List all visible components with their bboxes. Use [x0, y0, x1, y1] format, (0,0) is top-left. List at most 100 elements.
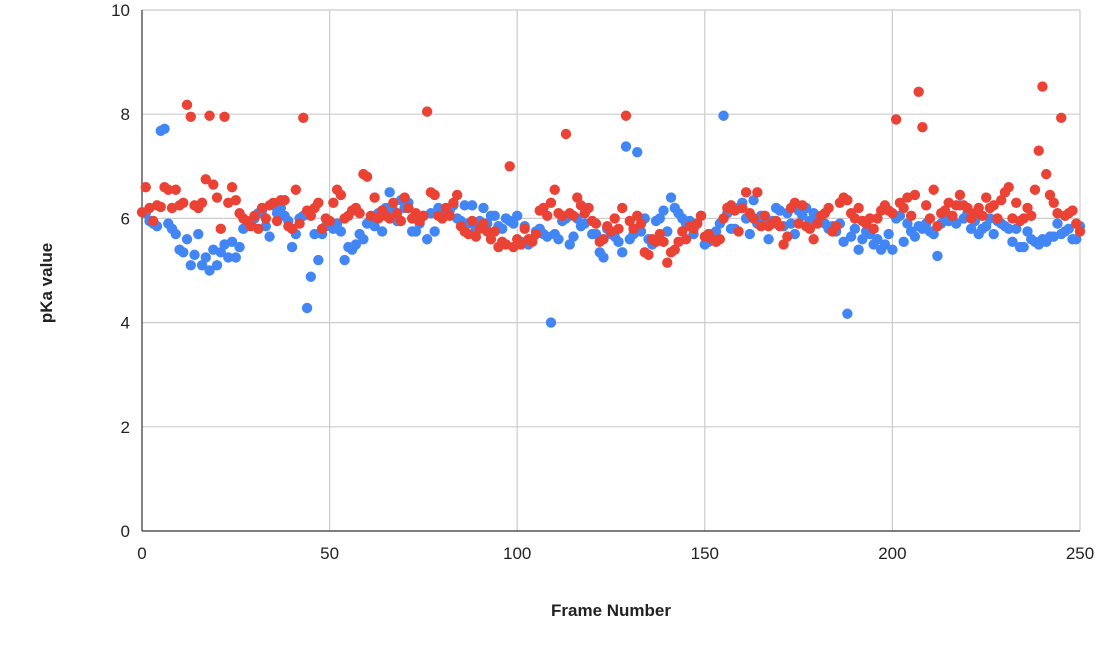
data-point [981, 221, 992, 232]
data-point [624, 215, 635, 227]
data-point [996, 194, 1007, 206]
data-point [350, 239, 362, 250]
data-point [508, 218, 519, 229]
data-point [740, 187, 752, 198]
data-point [549, 184, 560, 195]
data-point [305, 271, 317, 282]
data-point [290, 184, 302, 195]
data-point [568, 231, 579, 242]
data-point [677, 226, 688, 237]
data-point [947, 210, 958, 221]
data-point [466, 200, 478, 211]
data-point [339, 254, 350, 266]
data-point [733, 226, 744, 237]
data-point [898, 236, 909, 248]
data-point [695, 210, 707, 221]
data-point [718, 110, 729, 121]
data-point [872, 213, 883, 224]
data-point [185, 260, 196, 271]
data-point [189, 249, 200, 261]
data-point [181, 99, 193, 111]
x-tick-label: 150 [691, 544, 719, 563]
data-point [294, 218, 305, 229]
data-point [890, 114, 902, 125]
data-point [211, 260, 223, 271]
data-point [632, 210, 643, 221]
data-point [977, 210, 988, 221]
data-point [305, 210, 317, 221]
data-point [913, 86, 924, 98]
data-point [928, 184, 939, 195]
data-point [1026, 210, 1037, 221]
data-point [658, 205, 669, 216]
data-point [178, 197, 189, 208]
y-tick-label: 2 [121, 418, 130, 437]
data-point [632, 147, 643, 158]
data-point [650, 236, 662, 248]
data-points [136, 81, 1086, 328]
data-point [662, 257, 673, 268]
data-point [617, 247, 628, 258]
data-point [560, 128, 572, 140]
data-point [328, 197, 339, 208]
data-point [391, 207, 403, 219]
data-point [620, 141, 632, 152]
data-point [478, 202, 489, 214]
data-point [812, 218, 823, 229]
data-point [421, 234, 433, 245]
data-point [485, 234, 497, 245]
data-point [163, 184, 174, 195]
data-point [868, 223, 879, 235]
data-point [313, 254, 324, 266]
data-point [489, 210, 500, 221]
data-point [804, 223, 816, 235]
data-point [932, 250, 943, 262]
data-point [965, 223, 977, 235]
data-point [148, 215, 159, 227]
data-point [354, 207, 365, 219]
data-point [489, 226, 500, 237]
data-point [748, 213, 759, 224]
data-point [140, 181, 151, 193]
data-point [872, 234, 883, 245]
data-point [530, 228, 542, 240]
data-point [399, 192, 410, 203]
data-point [230, 194, 241, 206]
data-point [778, 239, 789, 250]
data-point [421, 106, 433, 117]
data-point [249, 210, 260, 221]
data-point [950, 200, 962, 211]
data-point [170, 228, 181, 240]
data-point [1011, 197, 1022, 208]
data-point [692, 218, 703, 229]
data-point [1063, 223, 1074, 235]
data-point [196, 260, 208, 271]
data-point [335, 189, 347, 201]
data-point [808, 234, 819, 245]
data-point [538, 202, 549, 214]
data-point [215, 223, 226, 235]
data-point [590, 228, 602, 240]
data-point [444, 210, 455, 221]
data-point [853, 202, 864, 214]
data-point [737, 202, 748, 214]
data-point [744, 228, 756, 240]
data-point [1007, 236, 1018, 248]
data-point [609, 213, 620, 224]
data-point [598, 234, 609, 245]
data-point [920, 200, 932, 211]
x-tick-labels: 0 50 100 150 200 250 [137, 544, 1094, 563]
data-point [628, 223, 639, 235]
data-point [714, 234, 726, 245]
data-point [1048, 197, 1059, 208]
data-point [564, 239, 575, 250]
data-point [785, 218, 797, 229]
data-point [1003, 181, 1014, 193]
data-point [782, 231, 793, 242]
data-point [932, 221, 943, 232]
data-point [260, 213, 272, 224]
data-point [759, 210, 771, 221]
axes [141, 10, 1080, 532]
data-point [429, 189, 440, 201]
